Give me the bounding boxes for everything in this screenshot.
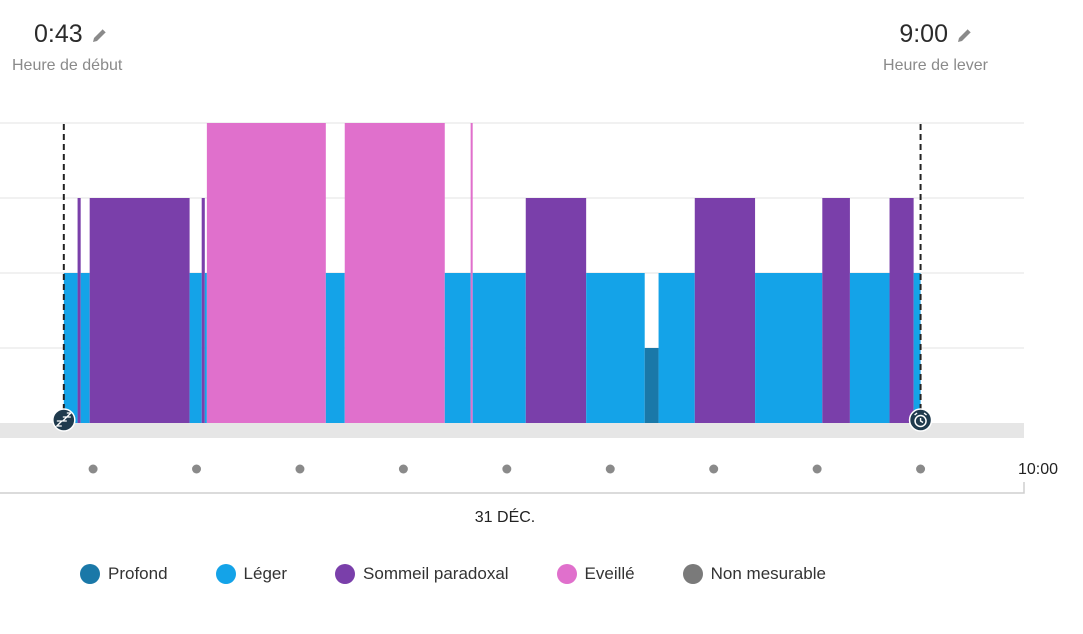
alarm-clock-icon [908,408,933,432]
hour-tick-9 [916,464,926,474]
segment-paradoxal-3 [89,198,190,423]
wake-icon-hands [914,412,928,424]
time-markers [52,124,933,434]
segment-leger-22 [913,273,921,423]
legend-item-profond: Profond [80,564,168,584]
legend-item-leger: Léger [215,564,288,584]
hour-tick-3 [295,464,305,474]
legend-label-paradoxal: Sommeil paradoxal [363,564,509,583]
start-time-value: 0:43 [34,20,83,48]
legend-label-profond: Profond [108,564,168,583]
sleep-icon-glyph [55,412,73,427]
end-time-block: 9:00 Heure de lever [883,22,988,75]
hour-tick-1 [88,464,98,474]
legend-item-eveille: Eveillé [556,564,635,584]
segment-paradoxal-17 [694,198,756,423]
segment-eveille-9 [344,123,445,423]
sleep-stage-bars [63,123,921,423]
segment-leger-14 [586,273,645,423]
legend-dot-non-mesurable [682,564,703,584]
segment-leger-12 [472,273,526,423]
hour-tick-7 [709,464,719,474]
legend-label-non-mesurable: Non mesurable [710,564,826,583]
hour-tick-6 [605,464,615,474]
legend-label-leger: Léger [243,564,288,583]
hour-tick-8 [812,464,822,474]
legend: Profond Léger Sommeil paradoxal Eveillé … [80,564,874,584]
segment-paradoxal-13 [525,198,587,423]
x-end-label: 10:00 [1018,461,1058,478]
timeline-frame [0,482,1025,494]
hour-tick-4 [398,464,408,474]
legend-dot-profond [80,564,100,584]
segment-paradoxal-21 [889,198,914,423]
segment-leger-2 [80,273,90,423]
legend-dot-paradoxal [335,564,356,584]
start-time-block: 0:43 Heure de début [12,22,122,75]
edit-start-pencil-icon[interactable] [91,26,109,44]
segment-leger-4 [189,273,202,423]
segment-paradoxal-1 [77,198,81,423]
end-time-value: 9:00 [899,20,948,48]
segment-eveille-7 [206,123,326,423]
hour-tick-2 [192,464,202,474]
hour-ticks [88,464,926,474]
segment-leger-18 [755,273,823,423]
wake-icon-face [914,414,927,428]
segment-leger-16 [658,273,695,423]
segment-profond-15 [644,348,659,423]
segment-eveille-11 [470,123,473,423]
legend-item-non-mesurable: Non mesurable [682,564,826,584]
start-time-caption: Heure de début [12,57,123,74]
edit-end-pencil-icon[interactable] [956,26,974,44]
segment-paradoxal-19 [822,198,850,423]
legend-label-eveille: Eveillé [584,564,635,583]
sleep-zzz-icon [52,408,76,432]
legend-item-paradoxal: Sommeil paradoxal [335,564,509,584]
segment-leger-0 [63,273,78,423]
legend-dot-eveille [556,564,577,584]
segment-leger-8 [325,273,345,423]
sleep-chart: 10:00 31 DÉC. [0,122,1058,526]
segment-leger-20 [849,273,890,423]
chart-baseline-band [0,423,1024,438]
date-label: 31 DÉC. [475,507,535,526]
segment-leger-10 [444,273,471,423]
hour-tick-5 [502,464,512,474]
segment-leger-6 [204,273,207,423]
legend-dot-leger [215,564,236,584]
segment-paradoxal-5 [201,198,205,423]
end-time-caption: Heure de lever [883,57,988,74]
